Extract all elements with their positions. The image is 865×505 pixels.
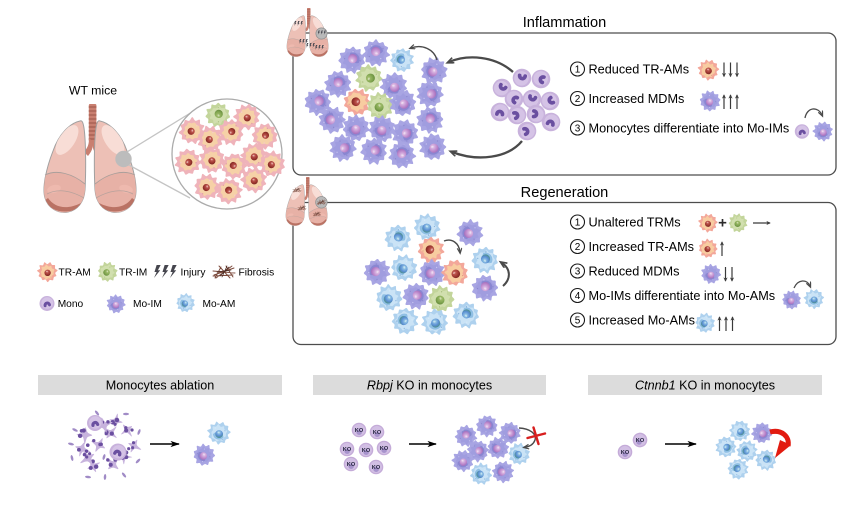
svg-text:Rbpj KO in monocytes: Rbpj KO in monocytes: [367, 379, 492, 393]
svg-text:KO: KO: [621, 450, 630, 456]
svg-text:Mono: Mono: [58, 299, 84, 310]
svg-text:5: 5: [575, 315, 581, 326]
svg-text:Increased Mo-AMs: Increased Mo-AMs: [589, 313, 695, 327]
svg-text:Mo-AM: Mo-AM: [203, 299, 236, 310]
svg-text:Inflammation: Inflammation: [523, 15, 607, 31]
svg-text:Injury: Injury: [181, 268, 207, 279]
svg-text:Monocytes ablation: Monocytes ablation: [106, 379, 215, 393]
svg-text:Fibrosis: Fibrosis: [239, 268, 275, 279]
svg-text:Unaltered TRMs: Unaltered TRMs: [589, 215, 681, 229]
svg-text:Monocytes differentiate into M: Monocytes differentiate into Mo-IMs: [589, 121, 790, 135]
svg-text:KO: KO: [355, 428, 364, 434]
svg-text:Increased MDMs: Increased MDMs: [589, 92, 685, 106]
svg-text:Reduced MDMs: Reduced MDMs: [589, 264, 680, 278]
svg-text:KO: KO: [343, 447, 352, 453]
svg-text:KO: KO: [380, 446, 389, 452]
svg-text:KO: KO: [372, 465, 381, 471]
svg-text:3: 3: [575, 123, 581, 134]
svg-text:KO: KO: [373, 430, 382, 436]
svg-text:Mo-IMs differentiate into Mo-A: Mo-IMs differentiate into Mo-AMs: [589, 289, 776, 303]
svg-text:2: 2: [575, 94, 581, 105]
svg-text:Mo-IM: Mo-IM: [133, 299, 162, 310]
svg-text:Regeneration: Regeneration: [521, 185, 609, 201]
svg-text:TR-AM: TR-AM: [59, 268, 91, 279]
svg-text:KO: KO: [362, 448, 371, 454]
svg-text:WT mice: WT mice: [69, 84, 117, 98]
svg-text:+: +: [718, 215, 727, 232]
svg-text:Increased TR-AMs: Increased TR-AMs: [589, 240, 695, 254]
svg-text:Reduced TR-AMs: Reduced TR-AMs: [589, 62, 690, 76]
svg-text:1: 1: [575, 64, 581, 75]
svg-text:TR-IM: TR-IM: [119, 268, 147, 279]
svg-text:4: 4: [575, 291, 581, 302]
svg-text:1: 1: [575, 217, 581, 228]
svg-text:KO: KO: [636, 438, 645, 444]
svg-text:Ctnnb1 KO in monocytes: Ctnnb1 KO in monocytes: [635, 379, 775, 393]
svg-text:KO: KO: [347, 462, 356, 468]
svg-text:2: 2: [575, 242, 581, 253]
svg-text:3: 3: [575, 266, 581, 277]
